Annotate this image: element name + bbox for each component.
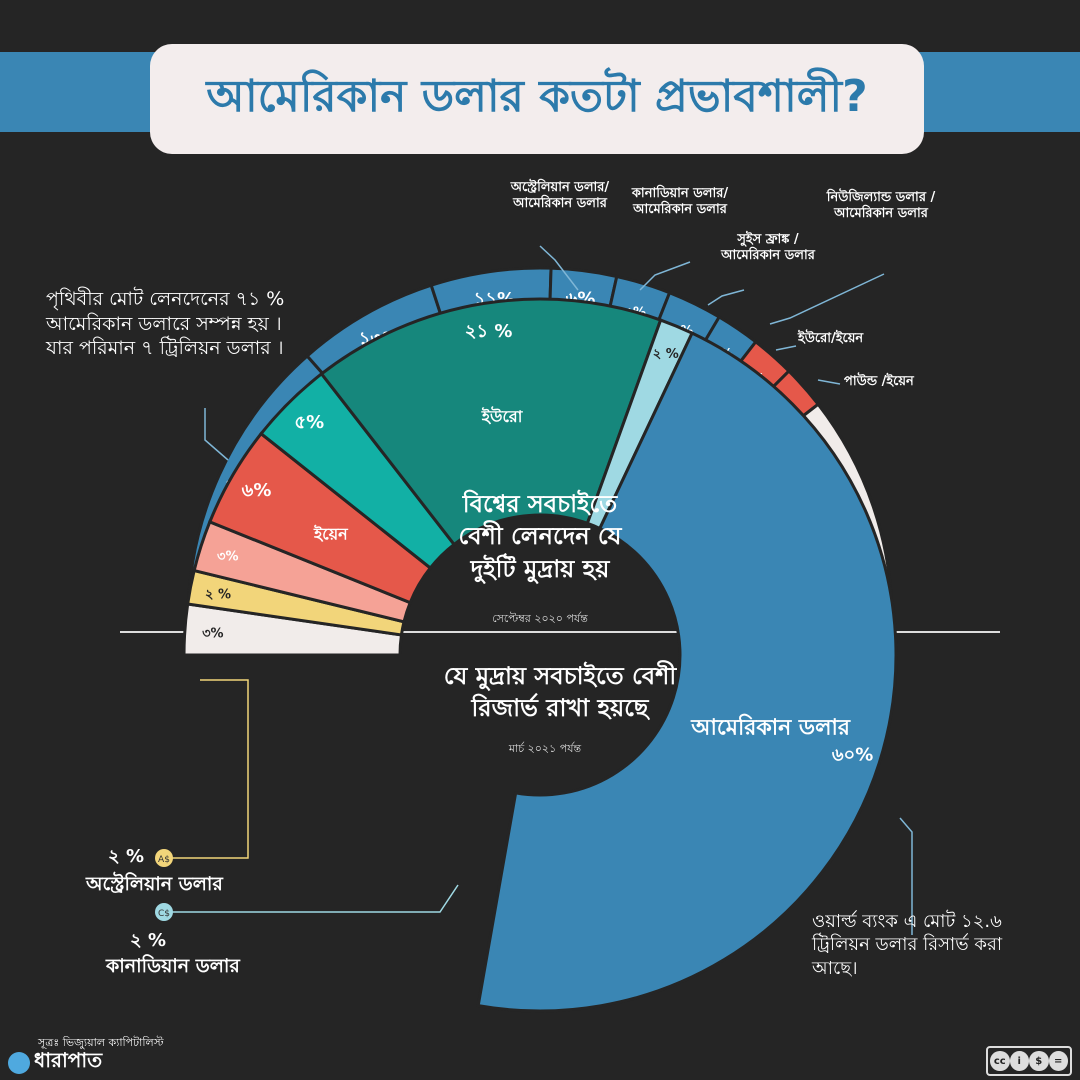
leader-eur-jpy [775, 345, 797, 351]
cad-badge-icon [155, 903, 173, 921]
leader-top-note [204, 408, 229, 461]
label-gbp-jpy: পাউন্ড /ইয়েন [844, 374, 914, 389]
page-title: আমেরিকান ডলার কতটা প্রভাবশালী? [206, 70, 868, 122]
leader-aud [168, 679, 249, 859]
brand-logo: ধারাপাত [8, 1046, 102, 1079]
bottom-center-title: যে মুদ্রায় সবচাইতে বেশী রিজার্ভ রাখা হয… [405, 660, 715, 725]
aud-badge-text: A$ [158, 855, 170, 865]
brand-logo-text: ধারাপাত [34, 1048, 103, 1072]
bottom-center-line2: রিজার্ভ রাখা হয়ছে [471, 694, 649, 723]
label-eur-jpy: ইউরো/ইয়েন [798, 331, 864, 346]
top-note: পৃথিবীর মোট লেনদেনের ৭১ % আমেরিকান ডলারে… [46, 288, 285, 360]
leader-cad [170, 884, 459, 913]
bottom-donut-chart: ৩% ২ % ৩% ৬% ইয়েন ৫% ২১ % ইউরো ২ % ৬০% আমেরিকান ড… [182, 297, 898, 1013]
aud-pct-label: ২ % [108, 846, 145, 867]
bottom-name-label-7: আমেরিকান ডলার [690, 713, 851, 740]
creative-commons-badge: cc i $ = [986, 1046, 1072, 1076]
label-nzd-usd: নিউজিল্যান্ড ডলার /আমেরিকান ডলার [826, 190, 936, 222]
bottom-pct-label-6: ২ % [653, 347, 679, 362]
leader-cad-usd [639, 261, 691, 291]
by-icon: i [1009, 1051, 1029, 1071]
bottom-center-sub: মার্চ ২০২১ পর্যন্ত [508, 742, 582, 755]
bottom-pct-label-4: ৫% [294, 412, 324, 433]
leader-gbp-jpy [817, 379, 841, 385]
top-center-line2: বেশী লেনদেন যে [458, 522, 622, 551]
title-box: আমেরিকান ডলার কতটা প্রভাবশালী? [150, 44, 924, 154]
bottom-note: ওয়ার্ল্ড ব্যংক এ মোট ১২.৬ ট্রিলিয়ন ডলা… [812, 911, 1003, 979]
bottom-pct-label-5: ২১ % [465, 321, 513, 342]
bottom-pct-label-7: ৬০% [832, 744, 873, 765]
label-chf-usd: সুইস ফ্রাঙ্ক /আমেরিকান ডলার [721, 232, 815, 264]
leader-aud-usd [539, 245, 579, 291]
bottom-center-line1: যে মুদ্রায় সবচাইতে বেশী [443, 662, 677, 690]
top-center-line1: বিশ্বের সবচাইতে [462, 490, 618, 518]
brand-logo-icon [8, 1051, 30, 1074]
bottom-pct-label-1: ২ % [205, 588, 231, 603]
aud-label: অস্ট্রেলিয়ান ডলার [86, 873, 223, 895]
top-center-title: বিশ্বের সবচাইতে বেশী লেনদেন যে দুইটি মুদ… [420, 488, 660, 585]
bottom-name-label-3: ইয়েন [313, 524, 349, 543]
cc-icon: cc [990, 1051, 1010, 1071]
source-text: সূত্রঃ ভিজ্যুয়াল ক্যাপিটালিস্ট [38, 1036, 164, 1049]
bottom-slice-5 [319, 297, 663, 547]
aud-badge-icon [155, 849, 173, 867]
bottom-pct-label-0: ৩% [202, 626, 223, 641]
label-aud-usd: অস্ট্রেলিয়ান ডলার/আমেরিকান ডলার [510, 180, 610, 212]
nd-icon: = [1048, 1051, 1068, 1071]
cad-badge-text: C$ [158, 909, 170, 919]
leader-chf-usd [707, 289, 745, 306]
bottom-slice-7 [476, 331, 898, 1013]
leader-nzd-usd [769, 273, 885, 325]
bottom-pct-label-3: ৬% [242, 480, 272, 501]
leader-bottom-note [899, 817, 913, 935]
nc-icon: $ [1029, 1051, 1049, 1071]
cad-label: কানাডিয়ান ডলার [106, 955, 240, 977]
bottom-pct-label-2: ৩% [217, 549, 238, 564]
cad-pct-label: ২ % [130, 930, 167, 951]
bottom-name-label-5: ইউরো [481, 406, 524, 426]
top-center-sub: সেপ্টেম্বর ২০২০ পর্যন্ত [492, 612, 588, 625]
label-cad-usd: কানাডিয়ান ডলার/আমেরিকান ডলার [631, 186, 729, 218]
top-center-line3: দুইটি মুদ্রায় হয় [470, 554, 610, 583]
